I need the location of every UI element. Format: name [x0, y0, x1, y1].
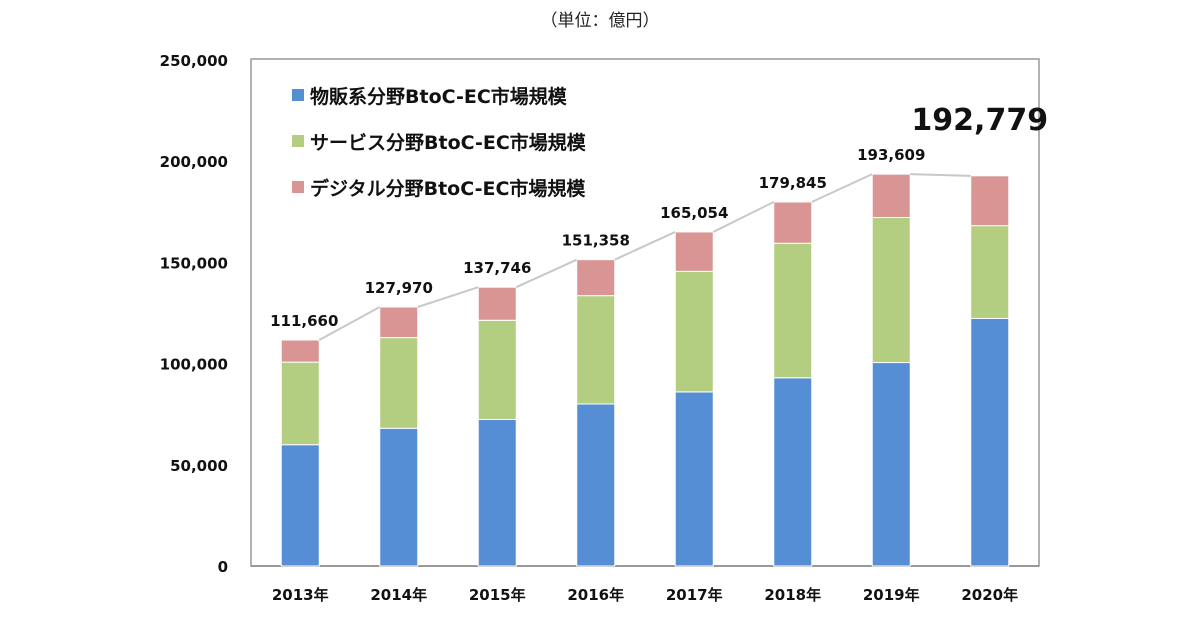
- unit-label: （単位：億円）: [541, 11, 660, 31]
- series-line-connector: [614, 231, 676, 261]
- bar-segment-2: [674, 270, 714, 393]
- y-tick-label: 50,000: [170, 457, 228, 475]
- total-label: 179,845: [759, 174, 827, 192]
- total-label-highlight: 192,779: [911, 103, 1048, 138]
- total-label: 193,609: [857, 146, 925, 164]
- x-tick-label: 2016年: [567, 586, 624, 604]
- bar-segment-1: [576, 403, 616, 567]
- bar-segment-2: [970, 225, 1010, 319]
- bar-segment-3: [773, 201, 813, 244]
- legend-label: デジタル分野BtoC-EC市場規模: [310, 177, 586, 200]
- bar-segment-3: [871, 173, 911, 218]
- bar-segment-2: [379, 337, 419, 429]
- legend-label: サービス分野BtoC-EC市場規模: [310, 131, 587, 154]
- bar-segment-2: [871, 216, 911, 364]
- total-label: 151,358: [562, 232, 630, 250]
- y-tick-label: 0: [218, 558, 228, 576]
- bar-segment-1: [379, 427, 419, 567]
- bar-segment-3: [576, 259, 616, 297]
- x-tick-label: 2014年: [370, 586, 427, 604]
- legend-swatch: [292, 89, 304, 101]
- bar-segment-1: [871, 362, 911, 567]
- bar-segment-2: [280, 361, 320, 446]
- total-label: 111,660: [270, 312, 338, 330]
- bar-segment-3: [379, 306, 419, 339]
- bar-segment-1: [477, 418, 517, 567]
- legend-swatch: [292, 181, 304, 193]
- series-line-connector: [811, 173, 873, 203]
- x-tick-label: 2017年: [666, 586, 723, 604]
- legend-swatch: [292, 135, 304, 147]
- bar-segment-3: [280, 339, 320, 363]
- bar-segment-3: [477, 286, 517, 321]
- x-tick-label: 2019年: [863, 586, 920, 604]
- y-tick-label: 200,000: [160, 153, 228, 171]
- total-label: 165,054: [660, 204, 728, 222]
- bar-segment-2: [576, 295, 616, 405]
- x-tick-label: 2013年: [272, 586, 329, 604]
- legend-label: 物販系分野BtoC-EC市場規模: [310, 85, 568, 108]
- y-tick-label: 100,000: [160, 356, 228, 374]
- series-line-connector: [318, 306, 381, 341]
- bar-segment-2: [773, 242, 813, 379]
- bar-segment-3: [970, 175, 1010, 227]
- bar-segment-1: [773, 377, 813, 567]
- series-line-connector: [910, 173, 971, 177]
- bar-segment-1: [970, 317, 1010, 567]
- x-tick-label: 2018年: [764, 586, 821, 604]
- x-tick-label: 2020年: [961, 586, 1018, 604]
- bar-segment-2: [477, 319, 517, 420]
- series-line-connector: [417, 286, 479, 308]
- x-tick-label: 2015年: [469, 586, 526, 604]
- total-label: 137,746: [463, 259, 531, 277]
- bar-segment-1: [280, 444, 320, 567]
- total-label: 127,970: [365, 279, 433, 297]
- bar-segment-3: [674, 231, 714, 272]
- series-line-connector: [712, 201, 775, 233]
- y-tick-label: 250,000: [160, 52, 228, 70]
- y-tick-label: 150,000: [160, 254, 228, 272]
- bar-segment-1: [674, 391, 714, 567]
- series-line-connector: [515, 258, 578, 289]
